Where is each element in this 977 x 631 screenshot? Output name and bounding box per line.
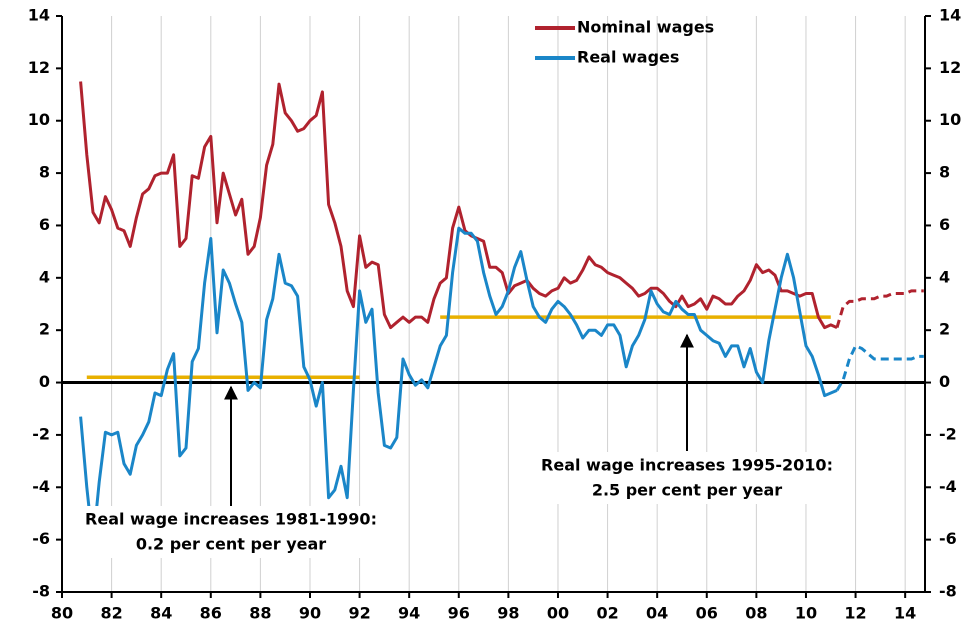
- x-tick-label: 04: [646, 604, 668, 623]
- x-tick-label: 98: [497, 604, 519, 623]
- y-tick-label: -2: [32, 424, 50, 443]
- series-line: [79, 81, 838, 330]
- x-tick-label: 96: [448, 604, 470, 623]
- x-tick-label: 88: [249, 604, 271, 623]
- x-tick-label: 08: [745, 604, 767, 623]
- y-tick-label: -6: [32, 529, 50, 548]
- y-tick-label: 8: [39, 163, 50, 182]
- y2-tick-label: -4: [939, 477, 957, 496]
- y-tick-label: 6: [39, 215, 50, 234]
- y-tick-label: 14: [28, 6, 50, 25]
- legend-label: Real wages: [577, 48, 679, 67]
- y2-tick-label: -6: [939, 529, 957, 548]
- y2-tick-label: 0: [939, 372, 950, 391]
- annotation-text: 2.5 per cent per year: [592, 481, 782, 500]
- y-tick-label: 4: [39, 267, 50, 286]
- y2-tick-label: 2: [939, 320, 950, 339]
- annotation-text: Real wage increases 1981-1990:: [85, 510, 377, 529]
- x-tick-label: 90: [299, 604, 321, 623]
- y2-tick-label: -2: [939, 424, 957, 443]
- y-tick-label: 10: [28, 110, 50, 129]
- y2-tick-label: 14: [939, 6, 961, 25]
- forecast-line: [835, 344, 924, 392]
- series-line: [79, 226, 838, 547]
- y2-tick-label: 8: [939, 163, 950, 182]
- x-tick-label: 12: [844, 604, 866, 623]
- y-tick-label: -4: [32, 477, 50, 496]
- y-tick-label: 12: [28, 58, 50, 77]
- legend-label: Nominal wages: [577, 18, 714, 37]
- x-tick-label: 86: [200, 604, 222, 623]
- x-tick-label: 80: [51, 604, 73, 623]
- y2-tick-label: 4: [939, 267, 950, 286]
- y-tick-label: 2: [39, 320, 50, 339]
- annotation-text: Real wage increases 1995-2010:: [541, 456, 833, 475]
- y2-tick-label: 12: [939, 58, 961, 77]
- x-tick-label: 06: [696, 604, 718, 623]
- annotation-text: 0.2 per cent per year: [136, 535, 326, 554]
- x-tick-label: 14: [894, 604, 916, 623]
- x-tick-label: 10: [795, 604, 817, 623]
- forecast-line: [835, 289, 924, 329]
- x-tick-label: 02: [596, 604, 618, 623]
- x-tick-label: 00: [547, 604, 569, 623]
- y-tick-label: 0: [39, 372, 50, 391]
- annotation-box: [537, 452, 837, 504]
- x-tick-label: 84: [150, 604, 172, 623]
- y2-tick-label: 10: [939, 110, 961, 129]
- x-tick-label: 82: [100, 604, 122, 623]
- y-tick-label: -8: [32, 582, 50, 601]
- annotation-box: [81, 506, 381, 558]
- y2-tick-label: 6: [939, 215, 950, 234]
- x-tick-label: 92: [348, 604, 370, 623]
- x-tick-label: 94: [398, 604, 420, 623]
- y2-tick-label: -8: [939, 582, 957, 601]
